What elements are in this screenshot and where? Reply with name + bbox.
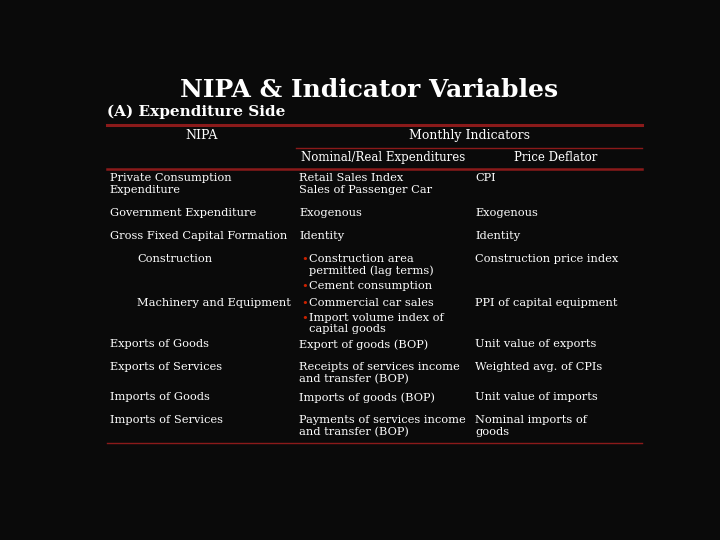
Text: •: •	[301, 313, 307, 322]
Text: Unit value of imports: Unit value of imports	[475, 392, 598, 402]
Text: Gross Fixed Capital Formation: Gross Fixed Capital Formation	[109, 231, 287, 241]
Text: and transfer (BOP): and transfer (BOP)	[300, 427, 409, 437]
Text: Machinery and Equipment: Machinery and Equipment	[138, 298, 292, 308]
Text: (A) Expenditure Side: (A) Expenditure Side	[107, 104, 285, 119]
Text: Imports of Goods: Imports of Goods	[109, 392, 210, 402]
Text: capital goods: capital goods	[309, 324, 386, 334]
Text: Identity: Identity	[300, 231, 344, 241]
Text: •: •	[301, 281, 307, 291]
Text: Commercial car sales: Commercial car sales	[309, 298, 433, 308]
Text: Exogenous: Exogenous	[300, 208, 362, 218]
Text: Exogenous: Exogenous	[475, 208, 538, 218]
Text: PPI of capital equipment: PPI of capital equipment	[475, 298, 618, 308]
Text: Exports of Goods: Exports of Goods	[109, 339, 209, 349]
Text: goods: goods	[475, 427, 509, 436]
Text: Imports of goods (BOP): Imports of goods (BOP)	[300, 392, 436, 403]
Text: permitted (lag terms): permitted (lag terms)	[309, 266, 433, 276]
Text: Export of goods (BOP): Export of goods (BOP)	[300, 339, 428, 350]
Text: •: •	[301, 254, 307, 264]
Text: Unit value of exports: Unit value of exports	[475, 339, 596, 349]
Text: Cement consumption: Cement consumption	[309, 281, 432, 291]
Text: and transfer (BOP): and transfer (BOP)	[300, 374, 409, 384]
Text: Monthly Indicators: Monthly Indicators	[409, 129, 530, 142]
Text: Construction area: Construction area	[309, 254, 413, 264]
Text: Construction: Construction	[138, 254, 212, 264]
Text: Construction price index: Construction price index	[475, 254, 618, 264]
Text: Retail Sales Index: Retail Sales Index	[300, 173, 403, 183]
Text: Weighted avg. of CPIs: Weighted avg. of CPIs	[475, 362, 602, 372]
Text: Sales of Passenger Car: Sales of Passenger Car	[300, 185, 433, 194]
Text: CPI: CPI	[475, 173, 495, 183]
Text: NIPA: NIPA	[186, 129, 217, 142]
Text: Receipts of services income: Receipts of services income	[300, 362, 460, 372]
Text: Exports of Services: Exports of Services	[109, 362, 222, 372]
Text: NIPA & Indicator Variables: NIPA & Indicator Variables	[180, 78, 558, 102]
Text: Imports of Services: Imports of Services	[109, 415, 222, 425]
Text: Price Deflator: Price Deflator	[514, 151, 598, 164]
Text: Payments of services income: Payments of services income	[300, 415, 466, 425]
Text: Private Consumption
Expenditure: Private Consumption Expenditure	[109, 173, 231, 194]
Text: Identity: Identity	[475, 231, 520, 241]
Text: Nominal/Real Expenditures: Nominal/Real Expenditures	[301, 151, 465, 164]
Text: Import volume index of: Import volume index of	[309, 313, 444, 322]
Text: •: •	[301, 298, 307, 308]
Text: Government Expenditure: Government Expenditure	[109, 208, 256, 218]
Text: Nominal imports of: Nominal imports of	[475, 415, 587, 425]
